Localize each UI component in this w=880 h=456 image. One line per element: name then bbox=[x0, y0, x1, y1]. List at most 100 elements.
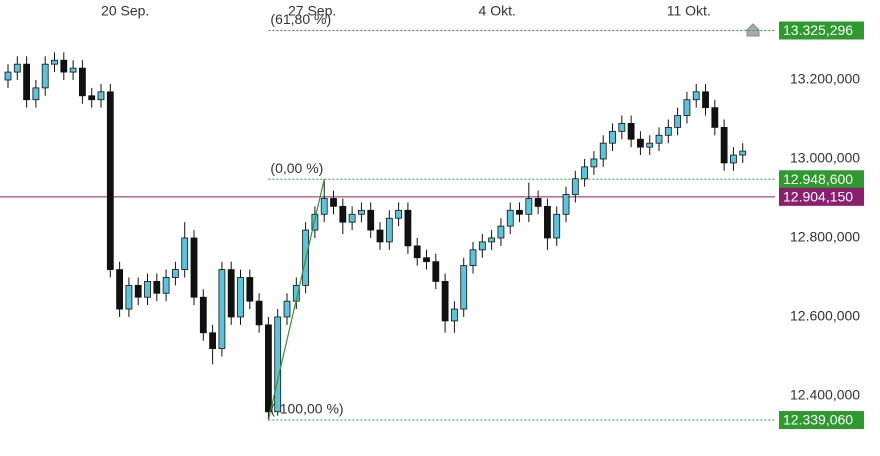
candle-body bbox=[395, 209, 403, 219]
candle-body bbox=[199, 296, 207, 334]
candle-body bbox=[590, 158, 598, 168]
candle-body bbox=[702, 91, 709, 109]
candle-body bbox=[274, 316, 282, 413]
candle-body bbox=[339, 205, 347, 223]
candle-body bbox=[181, 237, 189, 270]
fib-label: (61,80 %) bbox=[270, 11, 331, 27]
candle-body bbox=[646, 142, 654, 148]
candle-body bbox=[664, 126, 672, 136]
candle-body bbox=[376, 229, 384, 243]
candle-body bbox=[404, 209, 412, 247]
y-tick-label: 13.200,000 bbox=[790, 71, 860, 87]
candle-body bbox=[134, 284, 142, 298]
candle-body bbox=[69, 67, 77, 73]
y-tick-label: 12.800,000 bbox=[790, 229, 860, 245]
x-tick-label: 4 Okt. bbox=[479, 3, 516, 19]
candle-body bbox=[516, 209, 523, 215]
candle-body bbox=[451, 308, 458, 322]
candle-body bbox=[41, 63, 49, 89]
candle-body bbox=[32, 87, 40, 101]
candle-body bbox=[609, 130, 616, 144]
candle-body bbox=[544, 205, 551, 239]
candle-body bbox=[553, 213, 561, 239]
candle-body bbox=[162, 277, 170, 294]
candle-body bbox=[525, 198, 533, 215]
candle-body bbox=[581, 166, 589, 180]
candle-body bbox=[692, 91, 700, 101]
candle-body bbox=[23, 63, 30, 101]
candle-body bbox=[497, 225, 505, 239]
candle-body bbox=[209, 332, 217, 349]
y-tick-label: 12.400,000 bbox=[790, 387, 860, 403]
candle-body bbox=[385, 217, 393, 243]
candle-body bbox=[571, 178, 579, 195]
candle-body bbox=[320, 198, 328, 215]
y-tick-label: 12.600,000 bbox=[790, 308, 860, 324]
fib-trend-line bbox=[267, 179, 325, 421]
candle-body bbox=[246, 277, 254, 302]
candle-body bbox=[423, 257, 430, 263]
candle-body bbox=[460, 265, 468, 310]
candle-body bbox=[60, 59, 68, 73]
candle-body bbox=[144, 281, 151, 298]
price-box bbox=[779, 187, 864, 206]
candle-body bbox=[88, 95, 96, 101]
y-tick-label: 13.000,000 bbox=[790, 150, 860, 166]
candle-body bbox=[720, 126, 728, 164]
candle-body bbox=[255, 300, 263, 326]
x-tick-label: 11 Okt. bbox=[667, 3, 711, 19]
candle-body bbox=[116, 269, 124, 310]
fib-label: (0,00 %) bbox=[270, 160, 323, 176]
x-tick-label: 20 Sep. bbox=[101, 3, 149, 19]
candle-body bbox=[637, 138, 644, 148]
candle-body bbox=[227, 269, 235, 318]
candle-body bbox=[441, 281, 449, 322]
candle-body bbox=[106, 91, 114, 270]
price-label: 12.339,060 bbox=[783, 412, 853, 428]
candle-body bbox=[218, 269, 226, 349]
price-box bbox=[779, 170, 864, 189]
candle-body bbox=[488, 237, 496, 243]
x-tick-label: 27 Sep. bbox=[288, 3, 336, 19]
candle-body bbox=[190, 237, 198, 298]
candle-body bbox=[618, 123, 626, 132]
candle-body bbox=[711, 107, 719, 128]
candle-body bbox=[674, 115, 682, 128]
candle-body bbox=[534, 198, 542, 207]
candle-body bbox=[265, 324, 272, 413]
candle-body bbox=[311, 213, 319, 231]
price-box bbox=[779, 21, 864, 40]
candle-body bbox=[562, 194, 570, 215]
candle-body bbox=[432, 261, 440, 282]
candle-body bbox=[125, 284, 133, 310]
candle-body bbox=[79, 67, 86, 97]
candle-body bbox=[367, 209, 375, 231]
candle-body bbox=[13, 63, 21, 73]
candle-body bbox=[683, 99, 691, 116]
candle-body bbox=[739, 150, 747, 156]
candle-body bbox=[4, 71, 12, 81]
candle-body bbox=[730, 154, 737, 164]
price-label: 12.948,600 bbox=[783, 171, 853, 187]
candle-body bbox=[478, 241, 486, 251]
candle-body bbox=[97, 91, 105, 101]
candle-body bbox=[506, 209, 514, 227]
candle-body bbox=[655, 134, 663, 144]
price-label: 13.325,296 bbox=[783, 22, 853, 38]
candle-body bbox=[237, 277, 244, 318]
price-box bbox=[779, 411, 864, 430]
candle-body bbox=[172, 269, 179, 278]
candle-body bbox=[599, 142, 607, 160]
candle-body bbox=[153, 281, 161, 294]
candle-body bbox=[51, 59, 58, 65]
candle-body bbox=[348, 213, 356, 223]
candle-body bbox=[283, 300, 291, 318]
candle-body bbox=[358, 209, 365, 215]
candle-body bbox=[627, 123, 635, 140]
price-label: 12.904,150 bbox=[783, 189, 853, 205]
candle-body bbox=[413, 245, 421, 259]
candle-body bbox=[330, 198, 337, 207]
candle-body bbox=[469, 249, 477, 267]
fib-label: (-100,00 %) bbox=[270, 401, 343, 417]
